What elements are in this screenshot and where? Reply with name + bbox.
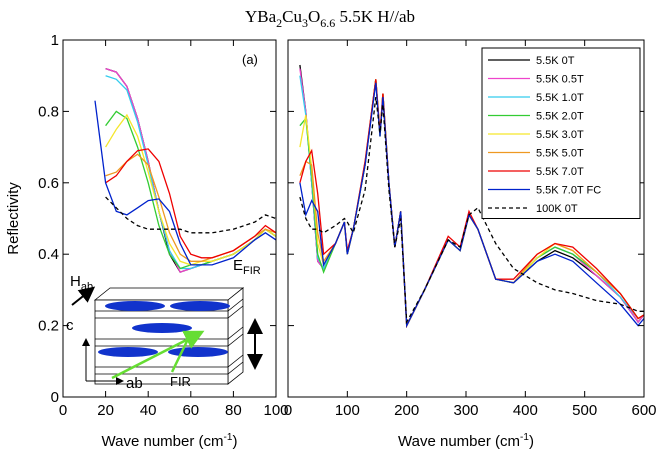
y-axis-label: Reflectivity (5, 182, 22, 255)
x-tick-label: 40 (140, 402, 157, 419)
series-line (105, 148, 276, 259)
legend-label: 5.5K 5.0T (536, 148, 584, 160)
slab-front (94, 299, 229, 385)
x-tick-label: 0 (59, 402, 67, 419)
title-subscript: 3 (302, 16, 308, 30)
title-part: 5.5K H//ab (335, 7, 415, 26)
x-tick-label: 200 (394, 402, 419, 419)
chart-title: YBa2Cu3O6.6 5.5K H//ab (245, 7, 415, 30)
e-label-sub: FIR (243, 265, 261, 277)
beam-in (111, 330, 205, 380)
beam-out (170, 334, 192, 373)
title-part: O (308, 7, 320, 26)
h-label-sub: ab (81, 281, 93, 293)
title-part: YBa (245, 7, 277, 26)
legend-label: 5.5K 3.0T (536, 129, 584, 141)
series-line (299, 82, 644, 329)
x-tick-label: 60 (182, 402, 199, 419)
c-label: c (66, 317, 74, 334)
title-part: Cu (282, 7, 302, 26)
x-axis-label: Wave number (cm-1) (102, 432, 238, 450)
y-tick-label: 1 (51, 32, 59, 49)
h-arrow (71, 286, 96, 306)
series-line (105, 67, 276, 273)
x-axis-label-tail: ) (232, 433, 237, 450)
legend-label: 5.5K 0T (536, 55, 575, 67)
x-tick-label: 0 (284, 402, 292, 419)
x-axis-label-text: Wave number (cm (398, 433, 520, 450)
panel-label: (a) (242, 52, 258, 67)
title-subscript: 6.6 (320, 16, 335, 30)
inset-diagram: Hab EFIR c ab FIR (66, 257, 263, 392)
slab-top (93, 287, 245, 301)
legend-label: 5.5K 7.0T (536, 166, 584, 178)
y-tick-label: 0.6 (38, 175, 59, 192)
h-label: Hab (70, 273, 93, 293)
x-axis-label: Wave number (cm-1) (398, 432, 534, 450)
x-axis-label-sup: -1 (520, 432, 529, 443)
legend: 5.5K 0T 5.5K 0.5T 5.5K 1.0T 5.5K 2.0T 5.5K 3… (481, 47, 641, 219)
x-tick-label: 100 (263, 402, 288, 419)
series-line (105, 110, 276, 270)
layer-lines (95, 298, 244, 375)
x-tick-label: 300 (453, 402, 478, 419)
legend-label: 5.5K 1.0T (536, 92, 584, 104)
fir-label: FIR (170, 374, 191, 389)
y-tick-label: 0.2 (38, 318, 59, 335)
x-tick-label: 80 (225, 402, 242, 419)
x-tick-label: 400 (513, 402, 538, 419)
x-axis-label-sup: -1 (224, 432, 233, 443)
y-tick-label: 0.4 (38, 246, 59, 263)
x-tick-label: 100 (335, 402, 360, 419)
legend-label: 5.5K 2.0T (536, 111, 584, 123)
x-tick-label: 600 (631, 402, 656, 419)
legend-label: 100K 0T (536, 203, 578, 215)
y-tick-label: 0.8 (38, 103, 59, 120)
x-tick-label: 20 (97, 402, 114, 419)
x-axis-label-text: Wave number (cm (102, 433, 224, 450)
title-subscript: 2 (276, 16, 282, 30)
legend-label: 5.5K 0.5T (536, 74, 584, 86)
series-line (105, 113, 276, 266)
series-line (105, 196, 276, 234)
series-line (299, 97, 644, 325)
plot-frame (62, 39, 277, 398)
legend-label: 5.5K 7.0T FC (536, 185, 601, 197)
series-line (105, 153, 276, 262)
e-label-main: E (233, 257, 243, 274)
y-tick-label: 0 (51, 389, 59, 406)
x-axis-label-tail: ) (529, 433, 534, 450)
ab-label: ab (126, 375, 143, 392)
x-tick-label: 500 (572, 402, 597, 419)
e-label: EFIR (233, 257, 261, 277)
h-label-main: H (70, 273, 81, 290)
